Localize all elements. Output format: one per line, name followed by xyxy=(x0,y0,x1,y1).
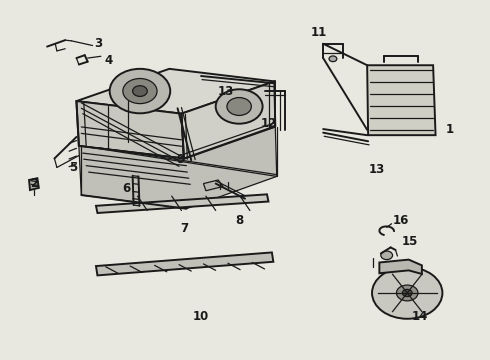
Polygon shape xyxy=(76,101,184,158)
Polygon shape xyxy=(96,194,269,213)
Text: 1: 1 xyxy=(446,123,454,136)
Circle shape xyxy=(216,89,263,124)
Polygon shape xyxy=(367,65,436,135)
Text: 2: 2 xyxy=(30,177,38,190)
Text: 13: 13 xyxy=(218,85,234,98)
Polygon shape xyxy=(96,252,273,275)
Text: 4: 4 xyxy=(104,54,112,67)
Circle shape xyxy=(133,86,147,96)
Text: 12: 12 xyxy=(260,117,276,130)
Circle shape xyxy=(396,285,418,301)
Circle shape xyxy=(227,98,251,116)
Text: 11: 11 xyxy=(311,26,327,39)
Text: 16: 16 xyxy=(393,214,410,227)
Circle shape xyxy=(123,78,157,104)
Text: 13: 13 xyxy=(369,163,385,176)
Circle shape xyxy=(110,69,170,113)
Polygon shape xyxy=(203,180,223,191)
Text: 10: 10 xyxy=(193,310,209,323)
Circle shape xyxy=(402,289,412,297)
Text: 8: 8 xyxy=(235,214,243,227)
Text: 15: 15 xyxy=(402,235,418,248)
Text: 7: 7 xyxy=(180,222,188,235)
Circle shape xyxy=(372,267,442,319)
Polygon shape xyxy=(76,69,274,114)
Circle shape xyxy=(329,56,337,62)
Text: 9: 9 xyxy=(176,153,185,166)
Text: 6: 6 xyxy=(122,183,131,195)
Text: 14: 14 xyxy=(412,310,428,324)
Polygon shape xyxy=(79,127,277,209)
Polygon shape xyxy=(379,260,422,274)
Text: 3: 3 xyxy=(95,36,102,50)
Circle shape xyxy=(381,251,392,260)
Polygon shape xyxy=(181,81,275,158)
Polygon shape xyxy=(29,178,39,190)
Text: 5: 5 xyxy=(69,161,77,174)
